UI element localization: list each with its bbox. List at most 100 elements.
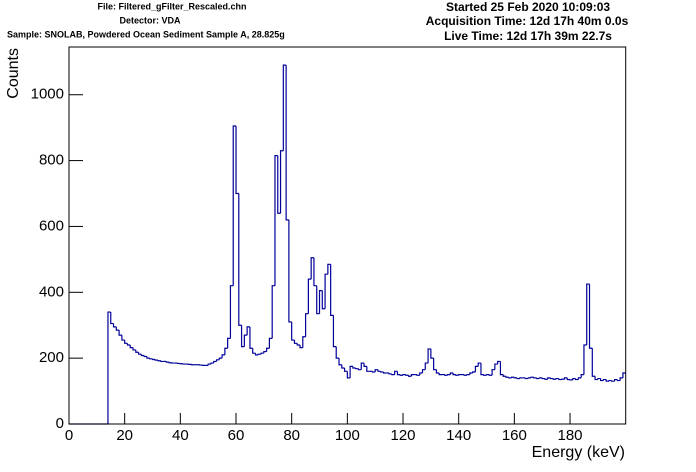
x-tick-label: 20 — [116, 427, 133, 444]
histogram-bin — [530, 376, 534, 378]
histogram-bin — [168, 362, 172, 364]
x-tick-label: 180 — [558, 427, 583, 444]
histogram-bin — [572, 377, 576, 380]
histogram-bin — [577, 377, 582, 380]
histogram-bin — [254, 353, 259, 356]
histogram-bin — [549, 377, 554, 380]
histogram-bin — [268, 337, 273, 349]
histogram-bin — [474, 365, 479, 372]
detector-label: Detector: VDA — [119, 15, 181, 25]
histogram-bin — [446, 374, 451, 376]
histogram-bin — [238, 193, 242, 326]
histogram-bin — [132, 347, 136, 351]
histogram-bin — [566, 377, 571, 381]
x-tick-label: 0 — [65, 427, 73, 444]
histogram-bin — [218, 357, 223, 360]
histogram-bin — [140, 354, 145, 357]
histogram-bin — [363, 363, 367, 367]
histogram-bin — [321, 290, 326, 310]
histogram-bin — [574, 378, 579, 381]
histogram-bin — [213, 360, 217, 364]
histogram-bin — [293, 340, 298, 344]
y-axis-title: Counts — [5, 48, 22, 99]
histogram-bin — [416, 374, 420, 376]
histogram-bin — [288, 219, 292, 323]
histogram-bin — [466, 374, 470, 376]
histogram-bin — [583, 344, 587, 375]
histogram-bin — [494, 363, 498, 370]
histogram-bin — [235, 126, 239, 195]
histogram-bin — [135, 349, 139, 353]
histogram-bin — [488, 374, 493, 376]
histogram-bin — [613, 378, 618, 382]
histogram-bin — [527, 377, 532, 379]
y-tick-label: 600 — [39, 217, 64, 234]
x-tick-label: 40 — [172, 427, 189, 444]
histogram-bin — [388, 372, 392, 375]
histogram-bin — [380, 371, 384, 373]
histogram-bin — [502, 374, 507, 377]
histogram-bin — [151, 358, 156, 361]
histogram-bin — [452, 372, 456, 376]
histogram-bin — [143, 355, 147, 358]
histogram-bin — [335, 346, 339, 359]
histogram-bin — [366, 366, 370, 372]
live-time-label: Live Time: 12d 17h 39m 22.7s — [444, 29, 612, 43]
histogram-bin — [594, 376, 598, 381]
histogram-bin — [547, 377, 551, 380]
histogram-bin — [229, 285, 234, 339]
histogram-bin — [505, 376, 509, 378]
histogram-bin — [438, 372, 442, 376]
histogram-bin — [304, 313, 309, 337]
y-tick-label: 0 — [56, 415, 64, 432]
histogram-bin — [611, 380, 615, 382]
histogram-bin — [121, 335, 125, 341]
histogram-bin — [407, 375, 412, 377]
histogram-bin — [602, 378, 607, 381]
histogram-bin — [137, 352, 142, 355]
histogram-bin — [463, 374, 468, 376]
histogram-bin — [605, 379, 609, 382]
histogram-bin — [497, 360, 501, 365]
histogram-bin — [555, 377, 559, 380]
histogram-bin — [246, 326, 250, 336]
histogram-bin — [165, 361, 170, 363]
histogram-bin — [160, 360, 164, 363]
histogram-bin — [224, 347, 228, 355]
plot-frame — [68, 46, 627, 425]
histogram-bin — [444, 374, 448, 376]
histogram-bin — [252, 348, 256, 354]
histogram-bin — [600, 378, 604, 382]
acq-time-label: Acquisition Time: 12d 17h 40m 0.0s — [426, 14, 629, 28]
histogram-bin — [455, 374, 459, 376]
histogram-bin — [240, 325, 245, 348]
histogram-bin — [538, 377, 543, 379]
x-tick-label: 100 — [335, 427, 360, 444]
histogram-bin — [232, 125, 237, 286]
histogram-bin — [154, 359, 159, 361]
histogram-bin — [296, 343, 301, 346]
histogram-bin — [586, 283, 590, 345]
histogram-bin — [110, 312, 114, 325]
histogram-bin — [355, 368, 359, 370]
histogram-bin — [338, 358, 342, 366]
histogram-bin — [282, 64, 287, 151]
histogram-bin — [374, 369, 378, 372]
histogram-bin — [536, 377, 540, 380]
histogram-bin — [277, 155, 281, 214]
histogram-bin — [552, 378, 557, 380]
start-label: Started 25 Feb 2020 10:09:03 — [446, 0, 610, 14]
histogram-bin — [129, 344, 134, 349]
histogram-bin — [510, 376, 515, 378]
histogram-bin — [558, 378, 562, 381]
histogram-bin — [458, 374, 462, 376]
histogram-bin — [435, 369, 440, 374]
histogram-bin — [519, 377, 523, 379]
x-tick-label: 160 — [502, 427, 527, 444]
y-tick-label: 800 — [39, 152, 64, 169]
histogram-bin — [424, 362, 429, 370]
histogram-bin — [382, 371, 387, 374]
histogram-bin — [318, 290, 323, 314]
histogram-bin — [274, 155, 278, 286]
